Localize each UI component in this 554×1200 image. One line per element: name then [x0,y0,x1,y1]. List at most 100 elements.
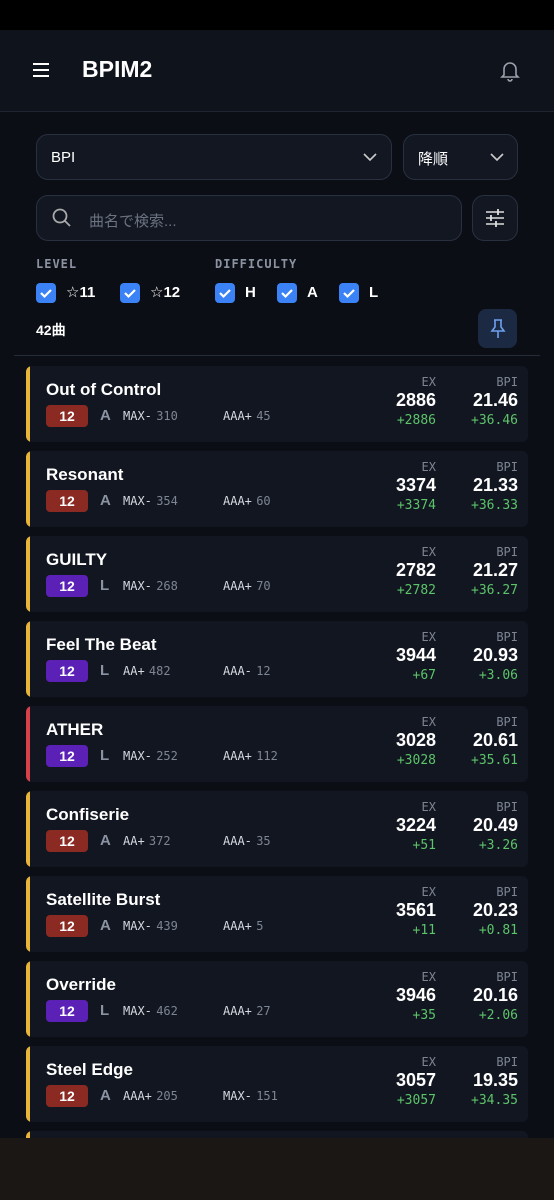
bpi-value: 21.33 [472,475,518,495]
difficulty: L [100,662,110,679]
checkbox[interactable] [36,283,56,303]
ex-diff: +2782 [396,583,436,598]
ex-diff: +3028 [396,753,436,768]
level-badge: 12 [46,830,88,852]
column-label: EX [421,970,436,984]
ex-diff: +51 [412,838,436,853]
difficulty: A [100,492,111,509]
pin-button[interactable] [478,309,517,348]
song-title: Resonant [46,465,124,484]
checkbox-label: ☆12 [150,284,181,301]
checkbox[interactable] [339,283,359,303]
check-icon [40,289,52,299]
ex-diff: +2886 [396,413,436,428]
song-title: Override [46,975,116,994]
column-label: BPI [496,460,518,474]
column-label: BPI [496,715,518,729]
stat-value: 45 [256,409,271,423]
search-input[interactable]: 曲名で検索... [36,195,462,241]
stat-value: 35 [256,834,271,848]
filter-icon [486,209,504,227]
stat-label: AAA+ [223,409,252,423]
stat-value: 268 [156,579,178,593]
checkbox[interactable] [277,283,297,303]
stat-label: AAA- [223,664,252,678]
check-icon [219,289,231,299]
checkbox[interactable] [120,283,140,303]
column-label: EX [421,885,436,899]
stat-value: 70 [256,579,271,593]
ex-diff: +11 [412,923,436,938]
ex-diff: +3057 [396,1093,436,1108]
column-label: EX [421,375,436,389]
song-title: Confiserie [46,805,130,824]
accent-bar [26,961,30,1037]
ex-value: 3028 [395,730,436,750]
menu-button[interactable] [32,62,50,78]
filter-button[interactable] [472,195,518,241]
checkbox-label: A [307,284,318,301]
search-icon [52,208,71,227]
stat-label: MAX- [123,579,152,593]
level-badge: 12 [46,490,88,512]
level-badge: 12 [46,915,88,937]
accent-bar [26,706,30,782]
stat-label: AA+ [123,834,145,848]
chevron [490,153,504,162]
ex-diff: +3374 [396,498,436,513]
stat-label: AA+ [123,664,145,678]
checkbox[interactable] [215,283,235,303]
song-card[interactable]: Out of Control 12 A MAX- 310 AAA+ 45 EX 2886 +288… [26,366,528,442]
level-label: LEVEL [36,257,78,271]
song-card[interactable]: Resonant 12 A MAX- 354 AAA+ 60 EX 3374 +3374 BPI 21… [26,451,528,527]
stat-value: 60 [256,494,271,508]
sort-field-select[interactable]: BPI [36,134,392,180]
bpi-value: 20.93 [472,645,518,665]
song-title: Satellite Burst [46,890,161,909]
song-card[interactable]: Feel The Beat 12 L AA+ 482 AAA- 12 EX 3944 +67 BPI… [26,621,528,697]
stat-label: MAX- [123,409,152,423]
ex-value: 3224 [395,815,436,835]
song-card[interactable]: Satellite Burst 12 A MAX- 439 AAA+ 5 EX 3561 +11 B… [26,876,528,952]
check-icon [281,289,293,299]
bpi-diff: +3.26 [478,838,518,853]
stat-value: 12 [256,664,271,678]
song-card[interactable]: GUILTY 12 L MAX- 268 AAA+ 70 EX 2782 +2782 BPI 21.2… [26,536,528,612]
song-title: ATHER [46,720,104,739]
bpi-diff: +3.06 [478,668,518,683]
stat-label: AAA+ [223,579,252,593]
column-label: BPI [496,630,518,644]
song-card[interactable]: Override 12 L MAX- 462 AAA+ 27 EX 3946 +35 BPI 20.1… [26,961,528,1037]
bpi-diff: +2.06 [478,1008,518,1023]
notification-button[interactable] [500,60,520,82]
accent-bar [26,366,30,442]
divider [14,355,540,356]
level-badge: 12 [46,1085,88,1107]
stat-label: MAX- [123,1004,152,1018]
stat-value: 151 [256,1089,278,1103]
app-title: BPIM2 [82,56,153,82]
column-label: BPI [496,1055,518,1069]
bpi-value: 20.23 [472,900,518,920]
sort-field: BPI [51,149,76,166]
ex-diff: +35 [412,1008,436,1023]
column-label: BPI [496,545,518,559]
song-card[interactable]: ATHER 12 L MAX- 252 AAA+ 112 EX 3028 +3028 BPI 20.6… [26,706,528,782]
accent-bar [26,791,30,867]
song-card[interactable]: Steel Edge 12 A AAA+ 205 MAX- 151 EX 3057 +3057 BP… [26,1046,528,1122]
stat-label: AAA- [223,834,252,848]
ex-diff: +67 [412,668,436,683]
sort-order-select[interactable]: 降順 [403,134,518,180]
song-card[interactable]: Confiserie 12 A AA+ 372 AAA- 35 EX 3224 +51 BPI 20.… [26,791,528,867]
level-badge: 12 [46,660,88,682]
stat-label: AAA+ [223,494,252,508]
accent-bar [26,1046,30,1122]
accent-bar [26,876,30,952]
level-badge: 12 [46,745,88,767]
stat-value: 372 [148,834,171,848]
stat-label: AAA+ [223,749,252,763]
difficulty: A [100,407,111,424]
song-title: Out of Control [46,380,162,399]
stat-label: AAA+ [123,1089,152,1103]
